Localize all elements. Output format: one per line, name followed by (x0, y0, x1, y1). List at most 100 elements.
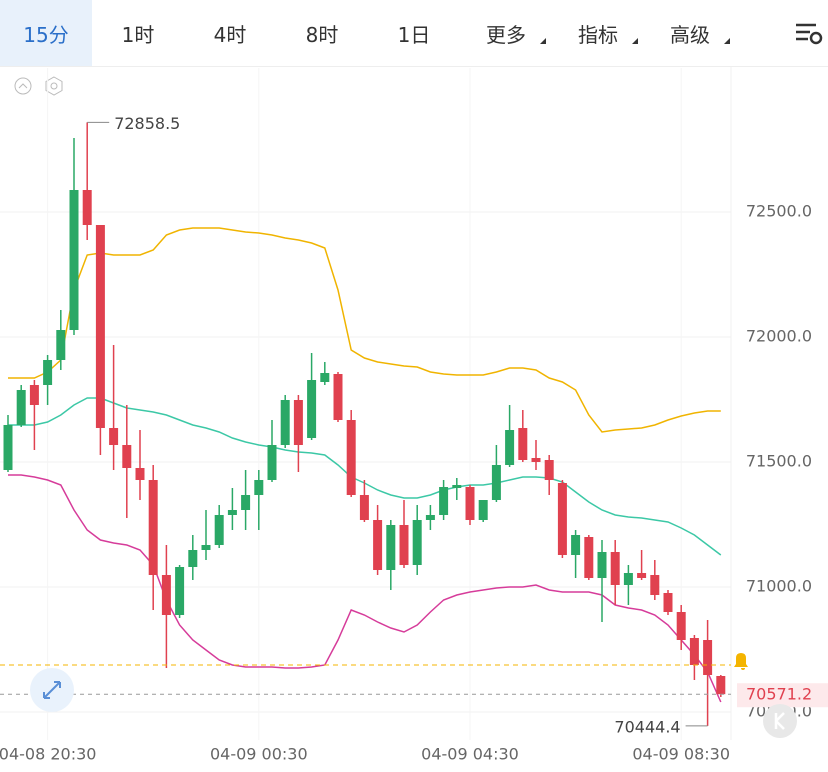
tab-label: 15分 (23, 22, 69, 47)
dropdown-arrow (724, 38, 730, 44)
tab-label: 8时 (305, 22, 339, 47)
toolbar: 15分 1时 4时 8时 1日 更多 指标 高级 (0, 0, 828, 67)
candle-body (135, 468, 145, 480)
dropdown-arrow (540, 38, 546, 44)
candle-body (597, 552, 607, 578)
tab-label: 1时 (121, 22, 155, 47)
candle-body (359, 495, 369, 520)
timeframe-tab[interactable]: 4时 (184, 0, 276, 66)
candle-body (439, 487, 449, 515)
y-tick-label: 72000.0 (746, 327, 812, 346)
icon-gear (809, 31, 823, 45)
k-badge-letter (774, 712, 785, 730)
candle-body (69, 190, 79, 330)
candle-body (465, 487, 475, 520)
timeframe-tab[interactable]: 8时 (276, 0, 368, 66)
timeframe-tab[interactable]: 指标 (552, 0, 644, 66)
candle-body (346, 420, 356, 495)
candle-body (584, 537, 594, 578)
candle-body (293, 400, 303, 445)
max-label: 72858.5 (114, 114, 180, 133)
candle-body (425, 515, 435, 520)
candle-body (399, 525, 409, 565)
candle-body (175, 567, 185, 615)
candle-body (412, 520, 422, 565)
tab-label: 更多 (486, 22, 526, 47)
candle-body (689, 638, 699, 665)
candle-body (676, 612, 686, 640)
min-label: 70444.4 (614, 717, 680, 736)
candle-body (161, 575, 171, 615)
y-tick-label: 71000.0 (746, 577, 812, 596)
timeframe-tab[interactable]: 更多 (460, 0, 552, 66)
icon-lines (796, 23, 816, 41)
collapse-icon[interactable] (14, 77, 32, 95)
tab-label: 指标 (578, 22, 618, 47)
candle-body (571, 535, 581, 555)
last-price-label: 70571.2 (746, 685, 812, 704)
candle-body (478, 500, 488, 520)
y-tick-label: 72500.0 (746, 202, 812, 221)
candle-body (557, 483, 567, 555)
plot: 70500.071000.071500.072000.072500.004-08… (0, 68, 828, 764)
collapse-icon-arrow (18, 83, 28, 89)
x-tick-label: 04-09 08:30 (632, 745, 730, 764)
candle-body (188, 550, 198, 567)
band-line (8, 227, 721, 433)
tab-label: 1日 (397, 22, 431, 47)
candle-body (29, 385, 39, 405)
candle-body (3, 425, 13, 470)
candle-body (148, 480, 158, 575)
tab-label: 4时 (213, 22, 247, 47)
candle-body (122, 445, 132, 468)
x-tick-label: 04-09 04:30 (421, 745, 519, 764)
timeframe-tab[interactable]: 高级 (644, 0, 736, 66)
x-tick-label: 04-08 20:30 (0, 745, 96, 764)
expand-icon (43, 681, 61, 699)
candle-body (544, 460, 554, 480)
last-price-badge (737, 683, 828, 708)
candle-body (531, 458, 541, 462)
candle-body (214, 515, 224, 545)
candle-body (716, 676, 726, 695)
candle-body (201, 545, 211, 550)
candle-body (610, 552, 620, 585)
candle-body (386, 525, 396, 570)
k-badge[interactable] (763, 704, 797, 738)
band-line (8, 397, 722, 556)
candle-body (650, 575, 660, 595)
candle-body (505, 430, 515, 465)
candle-body (82, 190, 92, 225)
candle-body (307, 380, 317, 438)
chart-settings-icon[interactable] (788, 13, 828, 53)
timeframe-tab[interactable]: 1日 (368, 0, 460, 66)
settings-icon[interactable] (45, 76, 63, 96)
candle-body (703, 640, 713, 675)
candle-body (491, 465, 501, 500)
candle-body (254, 480, 264, 495)
timeframe-tab[interactable]: 1时 (92, 0, 184, 66)
alert-bell[interactable] (734, 653, 748, 670)
candle-body (280, 400, 290, 445)
candle-body (56, 330, 66, 360)
candle-body (452, 485, 462, 488)
candle-body (95, 225, 105, 428)
candle-body (43, 360, 53, 385)
candle-body (637, 573, 647, 578)
timeframe-tab[interactable]: 15分 (0, 0, 92, 66)
candle-body (518, 428, 528, 460)
y-tick-label: 71500.0 (746, 452, 812, 471)
candle-body (267, 445, 277, 480)
candle-body (663, 593, 673, 612)
tab-label: 高级 (670, 22, 710, 47)
settings-icon-dot (50, 82, 58, 90)
x-tick-label: 04-09 00:30 (210, 745, 308, 764)
candle-body (373, 520, 383, 570)
candle-body (320, 373, 330, 382)
candle-body (241, 495, 251, 510)
candle-body (16, 390, 26, 425)
candle-body (227, 510, 237, 515)
candle-body (109, 428, 119, 445)
